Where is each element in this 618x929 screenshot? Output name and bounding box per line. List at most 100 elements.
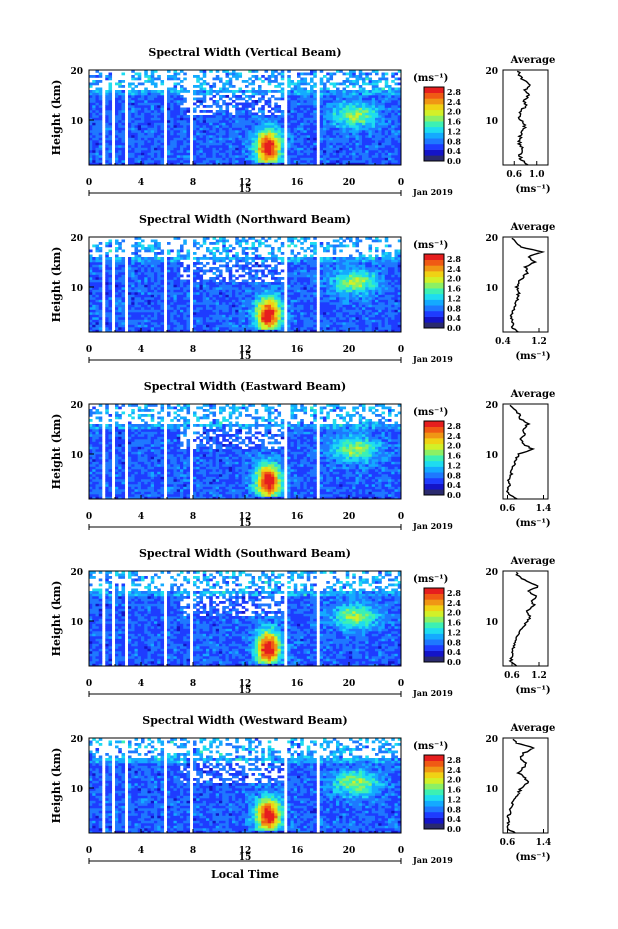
heatmap-cell: [371, 107, 376, 111]
heatmap-cell: [183, 269, 187, 273]
heatmap-cell: [222, 329, 226, 333]
heatmap-cell: [186, 110, 191, 113]
heatmap-cell: [397, 90, 402, 93]
heatmap-cell: [157, 257, 161, 260]
heatmap-cell: [251, 244, 256, 248]
heatmap-cell: [95, 287, 100, 290]
heatmap-cell: [212, 117, 217, 121]
heatmap-cell: [271, 127, 275, 131]
heatmap-cell: [228, 304, 233, 308]
heatmap-cell: [144, 249, 148, 253]
heatmap-cell: [397, 102, 402, 106]
heatmap-cell: [313, 115, 317, 118]
heatmap-cell: [206, 257, 210, 260]
heatmap-cell: [131, 95, 135, 98]
heatmap-cell: [115, 307, 119, 310]
heatmap-cell: [310, 142, 314, 146]
heatmap-cell: [235, 289, 239, 293]
heatmap-cell: [225, 145, 230, 148]
heatmap-cell: [368, 115, 373, 118]
heatmap-cell: [319, 110, 324, 113]
heatmap-cell: [176, 95, 181, 98]
heatmap-cell: [339, 117, 343, 121]
heatmap-cell: [293, 112, 298, 116]
heatmap-cell: [232, 254, 236, 258]
heatmap-cell: [108, 267, 113, 270]
heatmap-cell: [297, 292, 301, 295]
heatmap-cell: [105, 120, 109, 123]
heatmap-cell: [95, 122, 100, 126]
heatmap-cell: [271, 135, 275, 138]
heatmap-cell: [167, 160, 171, 163]
heatmap-cell: [225, 239, 230, 243]
heatmap-cell: [313, 244, 317, 248]
heatmap-cell: [248, 122, 252, 126]
heatmap-cell: [160, 292, 165, 295]
heatmap-cell: [222, 140, 226, 143]
heatmap-cell: [391, 125, 395, 128]
heatmap-cell: [150, 302, 155, 305]
heatmap-cell: [137, 307, 142, 310]
heatmap-cell: [147, 319, 152, 323]
heatmap-cell: [365, 75, 369, 78]
heatmap-cell: [215, 147, 220, 151]
heatmap-cell: [232, 135, 236, 138]
heatmap-cell: [319, 125, 324, 128]
heatmap-cell: [154, 77, 158, 81]
heatmap-cell: [297, 82, 301, 86]
heatmap-cell: [92, 112, 96, 116]
heatmap-cell: [222, 317, 226, 320]
heatmap-cell: [339, 110, 343, 113]
heatmap-cell: [378, 107, 382, 111]
heatmap-cell: [251, 309, 256, 313]
heatmap-cell: [222, 87, 226, 91]
heatmap-cell: [362, 142, 366, 146]
heatmap-cell: [293, 100, 298, 103]
heatmap-cell: [131, 279, 135, 283]
heatmap-cell: [336, 125, 340, 128]
heatmap-cell: [180, 162, 184, 166]
heatmap-cell: [280, 160, 285, 163]
heatmap-cell: [245, 160, 249, 163]
heatmap-cell: [206, 304, 210, 308]
heatmap-cell: [274, 282, 278, 285]
heatmap-cell: [378, 142, 382, 146]
heatmap-cell: [306, 259, 311, 263]
heatmap-cell: [225, 254, 230, 258]
heatmap-cell: [297, 307, 301, 310]
heatmap-cell: [297, 142, 301, 146]
heatmap-cell: [118, 130, 122, 133]
heatmap-cell: [225, 267, 230, 270]
heatmap-cell: [232, 282, 236, 285]
heatmap-cell: [157, 110, 161, 113]
heatmap-cell: [202, 309, 207, 313]
heatmap-cell: [232, 137, 236, 141]
heatmap-cell: [303, 287, 308, 290]
heatmap-cell: [225, 324, 230, 328]
heatmap-cell: [381, 122, 386, 126]
heatmap-cell: [219, 257, 223, 260]
heatmap-cell: [306, 329, 311, 333]
heatmap-cell: [375, 152, 379, 156]
heatmap-cell: [245, 122, 249, 126]
heatmap-cell: [154, 317, 158, 320]
heatmap-cell: [381, 132, 386, 136]
heatmap-cell: [186, 147, 191, 151]
heatmap-cell: [300, 82, 304, 86]
heatmap-cell: [167, 249, 171, 253]
heatmap-cell: [144, 147, 148, 151]
heatmap-cell: [222, 125, 226, 128]
heatmap-cell: [141, 160, 145, 163]
heatmap-cell: [293, 157, 298, 161]
heatmap-cell: [235, 135, 239, 138]
heatmap-cells: [89, 237, 402, 333]
heatmap-cell: [258, 269, 262, 273]
heatmap-cell: [193, 90, 197, 93]
heatmap-cell: [264, 150, 269, 153]
heatmap-cell: [98, 100, 103, 103]
heatmap-cell: [241, 322, 246, 325]
heatmap-cell: [303, 152, 308, 156]
heatmap-cell: [280, 142, 285, 146]
heatmap-cell: [115, 150, 119, 153]
heatmap-cell: [212, 289, 217, 293]
